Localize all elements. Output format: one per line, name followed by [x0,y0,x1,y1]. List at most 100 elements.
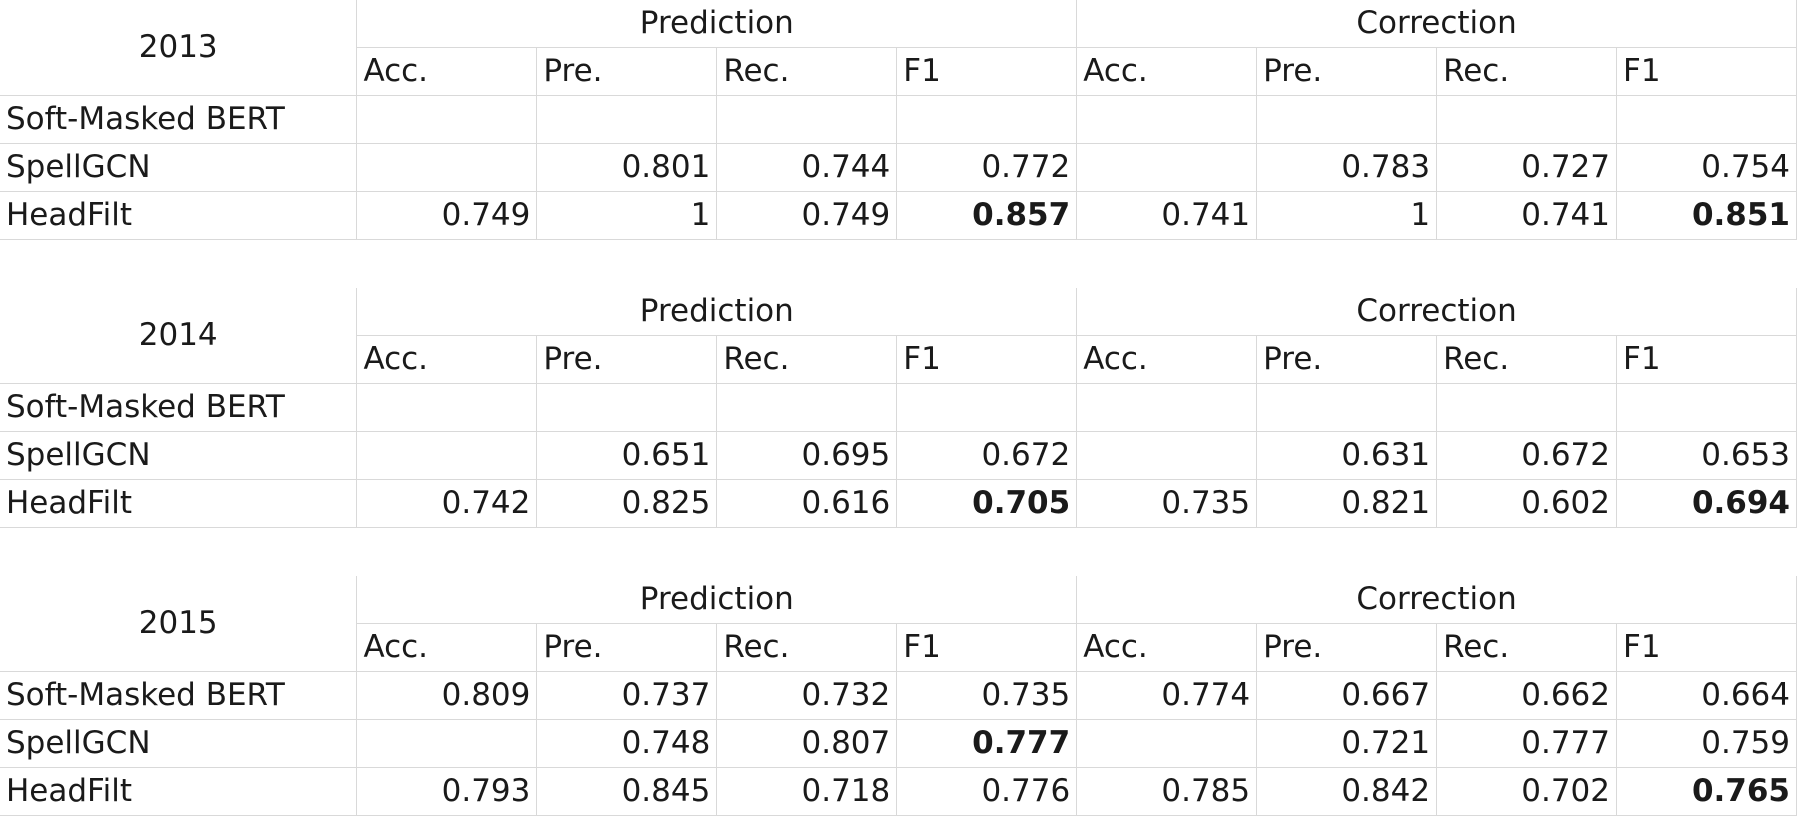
table-cell: 0.754 [1616,143,1797,192]
table-cell [356,431,538,480]
table-cell [1256,95,1438,144]
results-table-2013: 2013 Prediction Correction Acc. Pre. Rec… [0,0,1797,240]
table-cell: 0.737 [536,671,718,720]
table-cell-best: 0.857 [896,191,1078,240]
table-cell: 0.721 [1256,719,1438,768]
column-header: Pre. [1256,623,1438,672]
table-cell: 0.695 [716,431,898,480]
year-label: 2014 [0,288,358,384]
row-label: SpellGCN [0,431,358,480]
table-row: Soft-Masked BERT 0.809 0.737 0.732 0.735… [0,671,1797,720]
table-cell: 0.807 [716,719,898,768]
table-cell [536,95,718,144]
table-row: HeadFilt 0.742 0.825 0.616 0.705 0.735 0… [0,479,1797,528]
table-cell [1076,719,1258,768]
year-label: 2013 [0,0,358,96]
table-cell: 0.821 [1256,479,1438,528]
row-label: HeadFilt [0,479,358,528]
table-cell [1616,95,1797,144]
table-cell: 0.759 [1616,719,1797,768]
column-header: Pre. [536,47,718,96]
column-header: Rec. [1436,47,1617,96]
column-header: Pre. [536,623,718,672]
column-header: F1 [1616,335,1797,384]
row-label: SpellGCN [0,719,358,768]
table-cell: 0.702 [1436,767,1617,816]
group-header-prediction: Prediction [356,576,1078,624]
table-cell: 0.825 [536,479,718,528]
row-label: SpellGCN [0,143,358,192]
column-header: Rec. [1436,335,1617,384]
column-header: Acc. [356,335,538,384]
table-row: SpellGCN 0.801 0.744 0.772 0.783 0.727 0… [0,143,1797,192]
table-cell: 0.718 [716,767,898,816]
table-cell [1076,431,1258,480]
column-header: Pre. [1256,47,1438,96]
table-cell: 0.631 [1256,431,1438,480]
row-label: Soft-Masked BERT [0,671,358,720]
table-cell [536,383,718,432]
table-cell [356,719,538,768]
column-header: Rec. [1436,623,1617,672]
table-cell [356,95,538,144]
table-cell [716,383,898,432]
table-cell [896,95,1078,144]
table-cell [896,383,1078,432]
table-row: Soft-Masked BERT [0,383,1797,432]
table-cell: 0.809 [356,671,538,720]
table-cell: 0.741 [1436,191,1617,240]
table-cell: 0.748 [536,719,718,768]
row-label: Soft-Masked BERT [0,95,358,144]
table-cell-best: 0.694 [1616,479,1797,528]
table-cell: 0.749 [356,191,538,240]
table-cell: 0.772 [896,143,1078,192]
table-cell [1076,383,1258,432]
table-cell [1076,95,1258,144]
table-cell: 0.783 [1256,143,1438,192]
table-cell: 0.749 [716,191,898,240]
column-header: F1 [1616,47,1797,96]
column-header: Pre. [1256,335,1438,384]
table-cell-best: 0.851 [1616,191,1797,240]
table-cell: 0.774 [1076,671,1258,720]
table-cell [1616,383,1797,432]
table-cell: 0.735 [896,671,1078,720]
table-cell: 0.777 [1436,719,1617,768]
table-cell: 0.672 [1436,431,1617,480]
results-table-2014: 2014 Prediction Correction Acc. Pre. Rec… [0,288,1797,528]
table-cell [716,95,898,144]
table-cell: 0.742 [356,479,538,528]
group-header-correction: Correction [1076,288,1797,336]
table-cell: 0.785 [1076,767,1258,816]
column-header: F1 [896,623,1078,672]
table-cell-best: 0.705 [896,479,1078,528]
table-row: HeadFilt 0.793 0.845 0.718 0.776 0.785 0… [0,767,1797,816]
column-header: F1 [896,335,1078,384]
column-header: Acc. [1076,623,1258,672]
table-cell: 0.602 [1436,479,1617,528]
table-cell: 0.651 [536,431,718,480]
column-header: Acc. [1076,47,1258,96]
table-row: HeadFilt 0.749 1 0.749 0.857 0.741 1 0.7… [0,191,1797,240]
table-cell: 0.845 [536,767,718,816]
group-header-correction: Correction [1076,0,1797,48]
table-cell: 0.744 [716,143,898,192]
group-header-correction: Correction [1076,576,1797,624]
table-row: Soft-Masked BERT [0,95,1797,144]
table-cell: 0.662 [1436,671,1617,720]
table-cell-best: 0.777 [896,719,1078,768]
table-cell: 0.793 [356,767,538,816]
table-cell [1436,383,1617,432]
table-cell: 0.616 [716,479,898,528]
table-cell: 1 [1256,191,1438,240]
table-cell: 0.727 [1436,143,1617,192]
table-cell: 0.653 [1616,431,1797,480]
row-label: Soft-Masked BERT [0,383,358,432]
column-header: F1 [896,47,1078,96]
table-cell: 1 [536,191,718,240]
column-header: Acc. [356,47,538,96]
table-cell [1076,143,1258,192]
table-row: SpellGCN 0.651 0.695 0.672 0.631 0.672 0… [0,431,1797,480]
table-cell [356,383,538,432]
table-cell [1436,95,1617,144]
